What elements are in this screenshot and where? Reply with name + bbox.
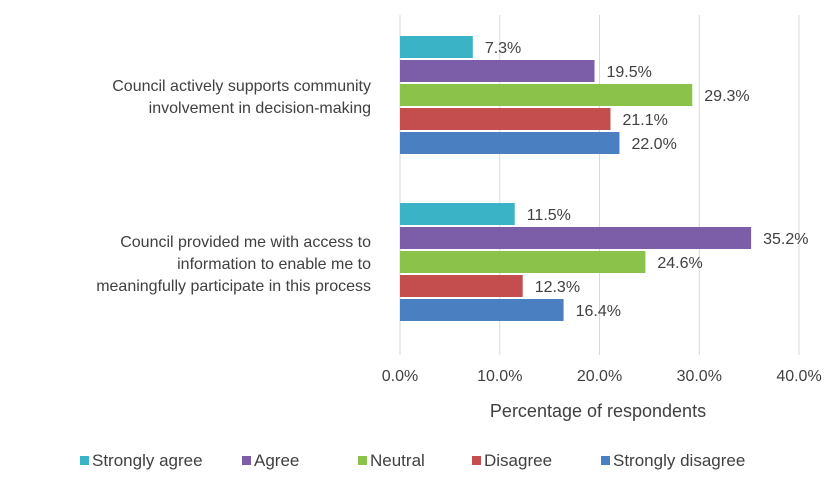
category-label-line: Council actively supports community xyxy=(112,78,371,95)
legend-label: Strongly agree xyxy=(92,451,203,470)
legend-item-strongly-disagree: Strongly disagree xyxy=(601,451,745,470)
bars xyxy=(400,36,752,321)
bar-strongly-disagree-0 xyxy=(400,132,620,154)
bar-strongly-agree-1 xyxy=(400,203,515,225)
data-label-disagree-0: 21.1% xyxy=(622,112,667,129)
legend-swatch xyxy=(358,456,367,465)
legend-label: Strongly disagree xyxy=(613,451,745,470)
legend-swatch xyxy=(80,456,89,465)
legend-item-disagree: Disagree xyxy=(472,451,552,470)
data-label-strongly-disagree-1: 16.4% xyxy=(576,303,621,320)
category-label-1: Council provided me with access to inform… xyxy=(96,234,371,295)
x-tick-label-2: 20.0% xyxy=(577,368,622,385)
x-axis-title: Percentage of respondents xyxy=(490,401,706,421)
legend-swatch xyxy=(242,456,251,465)
legend-label: Disagree xyxy=(484,451,552,470)
category-labels: Council actively supports community invol… xyxy=(96,78,371,295)
category-label-line: involvement in decision-making xyxy=(149,100,371,117)
data-label-strongly-disagree-0: 22.0% xyxy=(631,136,676,153)
x-tick-label-3: 30.0% xyxy=(677,368,722,385)
legend-item-agree: Agree xyxy=(242,451,299,470)
category-label-line: information to enable me to xyxy=(177,256,371,273)
legend-item-neutral: Neutral xyxy=(358,451,425,470)
x-tick-labels: 0.0% 10.0% 20.0% 30.0% 40.0% xyxy=(382,368,822,385)
category-label-0: Council actively supports community invol… xyxy=(112,78,371,117)
category-label-line: Council provided me with access to xyxy=(120,234,371,251)
legend: Strongly agree Agree Neutral Disagree Strong… xyxy=(80,451,745,470)
x-tick-label-0: 0.0% xyxy=(382,368,418,385)
x-tick-label-1: 10.0% xyxy=(477,368,522,385)
data-labels: 7.3% 11.5% 19.5% 35.2% 29.3% 24.6% 21.1% 12.3% 2… xyxy=(485,40,809,320)
data-label-strongly-agree-1: 11.5% xyxy=(527,207,571,224)
x-tick-label-4: 40.0% xyxy=(776,368,821,385)
bar-strongly-disagree-1 xyxy=(400,299,564,321)
data-label-agree-1: 35.2% xyxy=(763,231,808,248)
category-label-line: meaningfully participate in this process xyxy=(96,278,371,295)
legend-swatch xyxy=(472,456,481,465)
bar-neutral-0 xyxy=(400,84,693,106)
data-label-agree-0: 19.5% xyxy=(607,64,652,81)
legend-label: Agree xyxy=(254,451,299,470)
bar-disagree-0 xyxy=(400,108,611,130)
bar-strongly-agree-0 xyxy=(400,36,473,58)
bar-agree-1 xyxy=(400,227,752,249)
bar-disagree-1 xyxy=(400,275,523,297)
legend-label: Neutral xyxy=(370,451,425,470)
bar-agree-0 xyxy=(400,60,595,82)
data-label-disagree-1: 12.3% xyxy=(535,279,580,296)
legend-item-strongly-agree: Strongly agree xyxy=(80,451,203,470)
bar-neutral-1 xyxy=(400,251,646,273)
data-label-neutral-0: 29.3% xyxy=(704,88,749,105)
data-label-neutral-1: 24.6% xyxy=(657,255,702,272)
legend-swatch xyxy=(601,456,610,465)
data-label-strongly-agree-0: 7.3% xyxy=(485,40,521,57)
